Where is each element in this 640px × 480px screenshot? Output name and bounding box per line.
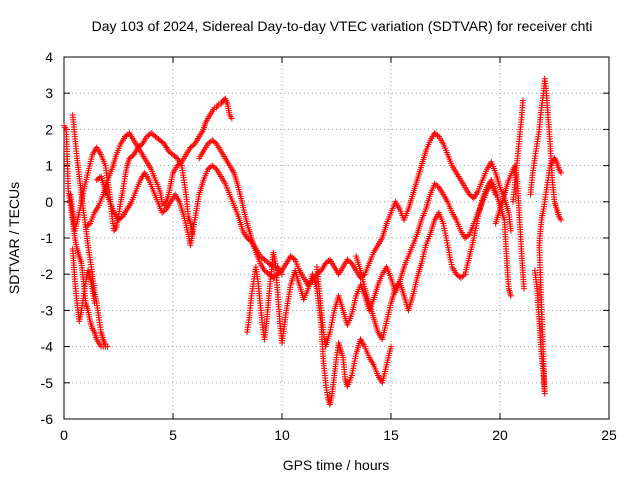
data-point xyxy=(347,259,354,266)
y-tick-label: 0 xyxy=(45,194,53,210)
series-track-h xyxy=(244,249,394,408)
y-tick-label: -6 xyxy=(41,411,54,427)
data-point xyxy=(162,207,169,214)
y-tick-label: -1 xyxy=(41,230,54,246)
x-tick-label: 15 xyxy=(383,427,399,443)
data-point xyxy=(159,139,166,146)
data-point xyxy=(124,131,131,138)
y-tick-label: 3 xyxy=(45,85,53,101)
tick-label-layer: 0 5 10 15 20 25 -6 -5 -4 -3 -2 -1 0 1 2 3 4 xyxy=(41,49,617,443)
y-tick-label: -3 xyxy=(41,302,54,318)
y-axis-label: SDTVAR / TECUs xyxy=(6,182,22,294)
data-point xyxy=(434,132,441,139)
y-tick-label: 4 xyxy=(45,49,53,65)
data-point xyxy=(277,268,284,275)
data-point xyxy=(434,183,441,190)
data-mark-layer xyxy=(61,75,565,408)
data-point xyxy=(85,221,92,228)
data-point xyxy=(91,300,98,307)
chart-title: Day 103 of 2024, Sidereal Day-to-day VTE… xyxy=(92,18,593,34)
data-point xyxy=(172,154,179,161)
x-tick-label: 5 xyxy=(169,427,177,443)
data-point xyxy=(177,160,184,167)
series-track-j xyxy=(353,177,514,343)
series-track-l xyxy=(510,97,526,205)
series-track-m xyxy=(527,75,565,223)
data-point xyxy=(212,139,219,146)
series-track-e xyxy=(82,95,235,231)
data-point xyxy=(507,227,514,234)
x-axis-label: GPS time / hours xyxy=(283,457,390,473)
data-point xyxy=(388,343,394,350)
series-track-b xyxy=(69,111,109,348)
data-point xyxy=(507,292,514,299)
data-point xyxy=(190,142,197,149)
y-tick-label: -5 xyxy=(41,375,54,391)
series-track-g xyxy=(196,130,514,289)
y-tick-label: 1 xyxy=(45,158,53,174)
data-point xyxy=(558,216,565,223)
series-track-f xyxy=(93,162,285,278)
data-point xyxy=(558,169,565,176)
series-track-d xyxy=(67,130,196,238)
x-tick-label: 25 xyxy=(601,427,617,443)
x-tick-label: 20 xyxy=(492,427,508,443)
y-tick-label: -2 xyxy=(41,266,54,282)
data-point xyxy=(469,193,476,200)
y-tick-label: -4 xyxy=(41,339,54,355)
data-point xyxy=(129,152,136,159)
series-track-n xyxy=(531,155,565,397)
y-tick-label: 2 xyxy=(45,121,53,137)
series-track-c xyxy=(69,245,98,325)
data-point xyxy=(102,341,109,348)
data-point xyxy=(519,97,526,104)
data-point xyxy=(465,232,472,239)
data-point xyxy=(460,272,467,279)
data-point xyxy=(290,255,297,262)
x-tick-label: 10 xyxy=(274,427,290,443)
tick-layer xyxy=(63,56,610,420)
data-point xyxy=(520,285,527,292)
data-point xyxy=(228,115,235,122)
series-track-i xyxy=(313,180,499,350)
x-tick-label: 0 xyxy=(60,427,68,443)
data-point xyxy=(118,214,125,221)
data-point xyxy=(212,165,219,172)
data-point xyxy=(325,257,332,264)
